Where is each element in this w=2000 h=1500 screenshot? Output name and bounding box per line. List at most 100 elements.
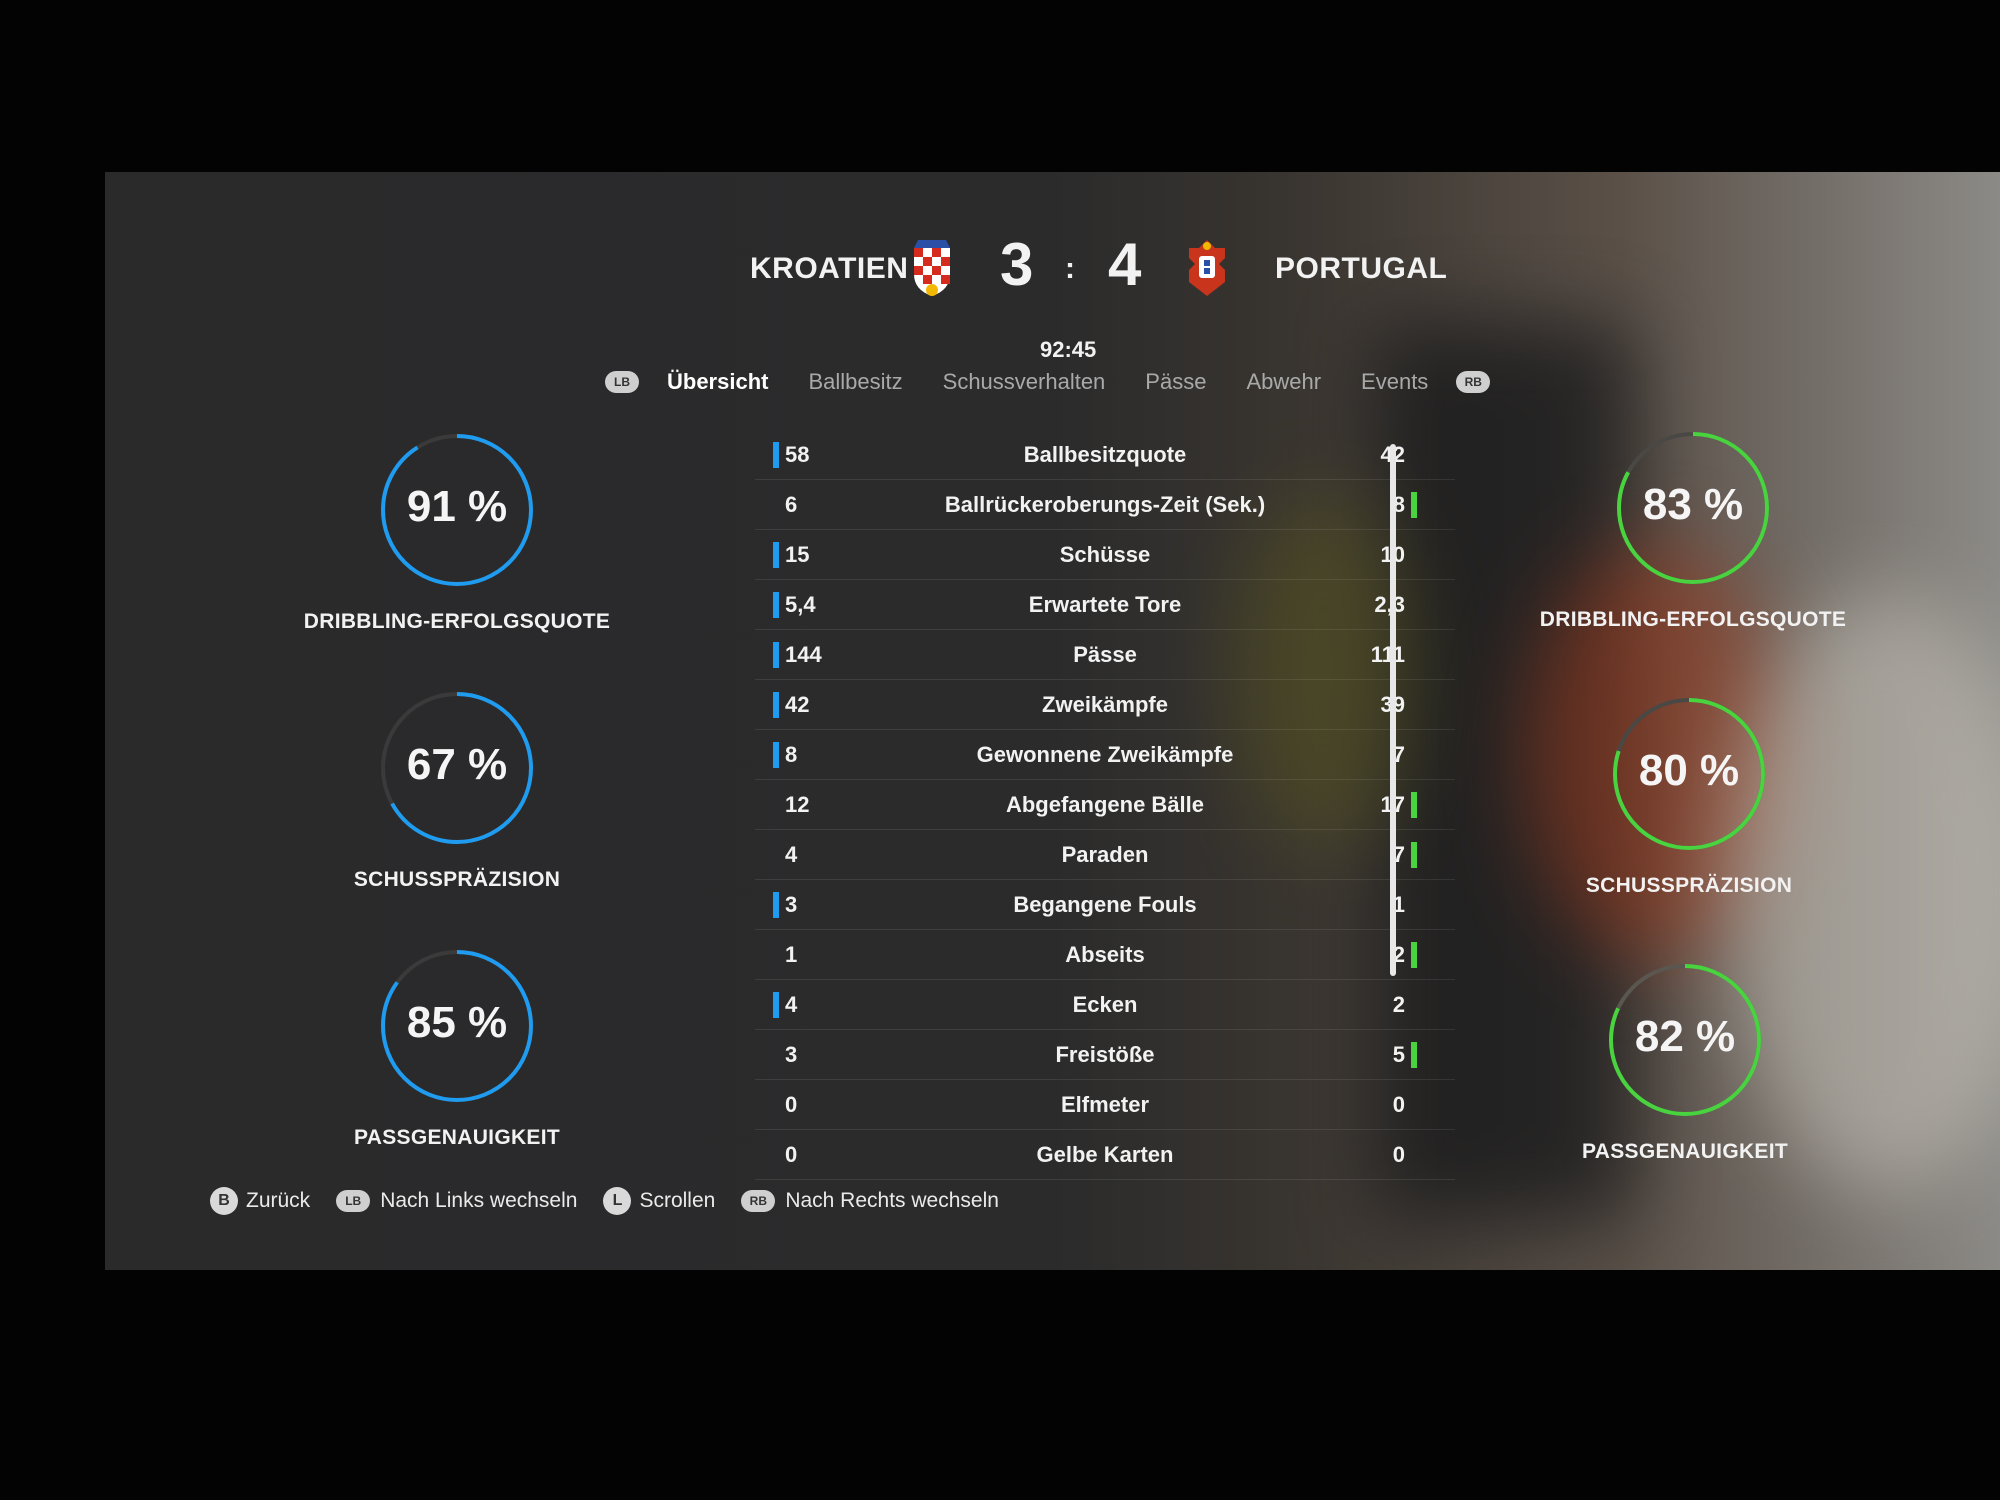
away-gauge-ring — [1609, 964, 1761, 1116]
home-gauge-ring — [381, 692, 533, 844]
stats-scrollbar[interactable] — [1390, 444, 1396, 976]
stat-label: Pässe — [1073, 641, 1137, 667]
away-gauge-shot-accuracy: 80 % SCHUSSPRÄZISION — [1529, 694, 1849, 898]
home-stat-value: 1 — [785, 941, 798, 967]
left-stick-icon: L — [603, 1187, 632, 1215]
scoreboard: KROATIEN 3 : 4 PORTUGAL 92:45 — [105, 212, 1705, 362]
home-stat-value: 3 — [785, 891, 798, 917]
stat-row: 0 Elfmeter 0 — [755, 1080, 1455, 1130]
stat-row: 3 Begangene Fouls 1 — [755, 880, 1455, 930]
away-gauge-dribbling: 83 % DRIBBLING-ERFOLGSQUOTE — [1533, 428, 1853, 632]
match-clock: 92:45 — [1040, 337, 1097, 362]
home-gauge-label: DRIBBLING-ERFOLGSQUOTE — [303, 610, 611, 633]
switch-right-hint[interactable]: RB Nach Rechts wechseln — [741, 1189, 999, 1213]
stat-label: Abseits — [1065, 941, 1145, 967]
rb-button-icon[interactable]: RB — [1456, 371, 1491, 393]
switch-right-label: Nach Rechts wechseln — [785, 1189, 999, 1212]
stat-label: Paraden — [1061, 841, 1149, 867]
stat-label: Gewonnene Zweikämpfe — [976, 741, 1234, 767]
switch-left-label: Nach Links wechseln — [380, 1189, 578, 1212]
lb-button-icon[interactable]: LB — [605, 371, 639, 393]
home-gauge-ring — [381, 950, 533, 1102]
home-leader-bar — [773, 692, 779, 718]
tab-ballbesitz[interactable]: Ballbesitz — [808, 369, 903, 394]
away-gauge-label: DRIBBLING-ERFOLGSQUOTE — [1539, 608, 1847, 631]
home-leader-bar — [773, 742, 779, 768]
home-stat-value: 58 — [785, 441, 810, 467]
away-gauge-value: 83 % — [1642, 480, 1744, 529]
stat-label: Begangene Fouls — [1013, 891, 1197, 917]
tab-uebersicht[interactable]: Übersicht — [667, 369, 769, 394]
stat-row: 5,4 Erwartete Tore 2,3 — [755, 580, 1455, 630]
lb-button-icon: LB — [336, 1190, 371, 1212]
home-gauge-pass-accuracy: 85 % PASSGENAUIGKEIT — [297, 946, 617, 1150]
home-team-name: KROATIEN — [750, 252, 909, 285]
background-shape — [1725, 592, 2000, 1192]
b-button-icon: B — [210, 1187, 238, 1215]
tab-schussverhalten[interactable]: Schussverhalten — [942, 369, 1106, 394]
portugal-crest-icon — [1189, 240, 1225, 296]
stat-label: Freistöße — [1055, 1041, 1155, 1067]
home-leader-bar — [773, 892, 779, 918]
stat-label: Gelbe Karten — [1036, 1141, 1174, 1167]
home-stat-value: 5,4 — [785, 591, 816, 617]
away-gauge-value: 80 % — [1638, 746, 1740, 795]
home-gauge-value: 67 % — [406, 740, 508, 789]
home-gauge-dribbling: 91 % DRIBBLING-ERFOLGSQUOTE — [297, 430, 617, 634]
home-stat-value: 144 — [785, 641, 822, 667]
home-stat-value: 4 — [785, 841, 798, 867]
stat-row: 42Zweikämpfe39 — [755, 680, 1455, 730]
stat-label: Zweikämpfe — [1042, 691, 1168, 717]
away-stat-value: 2,3 — [1374, 592, 1405, 618]
stat-row: 6 Ballrückeroberungs-Zeit (Sek.) 8 — [755, 480, 1455, 530]
home-leader-bar — [773, 592, 779, 618]
away-leader-bar — [1411, 792, 1417, 818]
stat-row: 144 Pässe 111 — [755, 630, 1455, 680]
croatia-crest-icon — [914, 240, 950, 296]
away-gauge-ring — [1617, 432, 1769, 584]
stat-label: Ballrückeroberungs-Zeit (Sek.) — [944, 491, 1266, 517]
tab-paesse[interactable]: Pässe — [1145, 369, 1207, 394]
home-gauge-value: 85 % — [406, 998, 508, 1047]
away-stat-value: 0 — [1392, 1091, 1405, 1117]
back-hint[interactable]: B Zurück — [210, 1187, 310, 1215]
home-stat-value: 0 — [785, 1141, 798, 1167]
rb-button-icon: RB — [741, 1190, 776, 1212]
stat-row: 1 Abseits 2 — [755, 930, 1455, 980]
stat-row: 3 Freistöße 5 — [755, 1030, 1455, 1080]
away-leader-bar — [1411, 1042, 1417, 1068]
stat-row: 4 Paraden 7 — [755, 830, 1455, 880]
stats-screen: KROATIEN 3 : 4 PORTUGAL 92:45 LB Übersic… — [105, 172, 2000, 1270]
controller-hints: B Zurück LB Nach Links wechseln L Scroll… — [210, 1187, 1025, 1215]
home-stat-value: 6 — [785, 491, 798, 517]
scroll-hint[interactable]: L Scrollen — [603, 1187, 715, 1215]
home-stat-value: 42 — [785, 691, 810, 717]
stat-label: Schüsse — [1059, 541, 1151, 567]
home-gauge-value: 91 % — [406, 482, 508, 531]
stat-label: Ballbesitzquote — [1023, 441, 1187, 467]
tab-events[interactable]: Events — [1361, 369, 1429, 394]
stats-table[interactable]: 58Ballbesitzquote42 6Ballrückeroberungs-… — [755, 430, 1455, 1180]
background-shape — [1525, 542, 1785, 962]
stat-row: 58Ballbesitzquote42 — [755, 430, 1455, 480]
home-score: 3 — [1000, 231, 1034, 298]
home-stat-value: 15 — [785, 541, 810, 567]
home-gauge-shot-accuracy: 67 % SCHUSSPRÄZISION — [297, 688, 617, 892]
stat-label: Abgefangene Bälle — [1005, 791, 1205, 817]
home-leader-bar — [773, 442, 779, 468]
home-gauge-label: PASSGENAUIGKEIT — [354, 1126, 560, 1149]
away-stat-value: 2 — [1392, 991, 1405, 1017]
away-stat-value: 5 — [1392, 1041, 1405, 1067]
home-leader-bar — [773, 992, 779, 1018]
switch-left-hint[interactable]: LB Nach Links wechseln — [336, 1189, 577, 1213]
tab-abwehr[interactable]: Abwehr — [1246, 369, 1322, 394]
away-gauge-ring — [1613, 698, 1765, 850]
home-stat-value: 3 — [785, 1041, 798, 1067]
score-separator: : — [1065, 252, 1075, 285]
home-stat-value: 8 — [785, 741, 798, 767]
back-label: Zurück — [246, 1189, 311, 1212]
away-leader-bar — [1411, 492, 1417, 518]
scroll-label: Scrollen — [639, 1189, 716, 1212]
stat-row: 0 Gelbe Karten 0 — [755, 1130, 1455, 1180]
